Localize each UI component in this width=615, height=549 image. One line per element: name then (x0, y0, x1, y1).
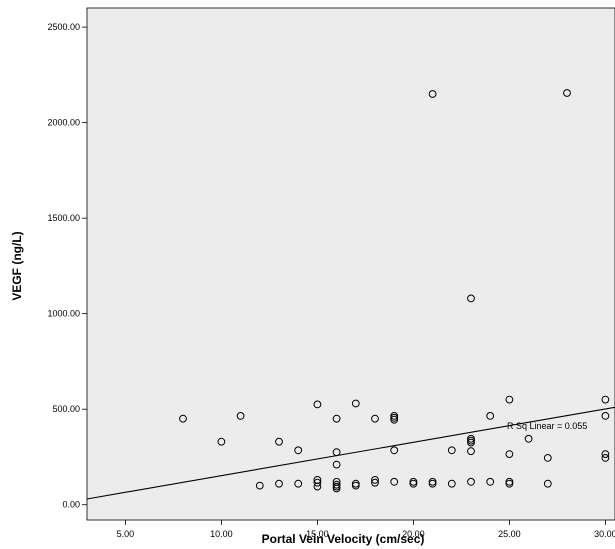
data-point (524, 434, 533, 443)
data-point (255, 481, 264, 490)
y-tick-label: 1500.00 (47, 213, 80, 223)
y-tick-label: 2000.00 (47, 118, 80, 128)
data-point (447, 479, 456, 488)
data-point (601, 450, 610, 459)
fit-line (86, 406, 615, 500)
y-tick-label: 2500.00 (47, 22, 80, 32)
data-point (563, 89, 571, 97)
data-point (601, 412, 610, 420)
x-tick-label: 20.00 (402, 529, 425, 539)
data-point (543, 454, 552, 462)
data-point (294, 479, 303, 488)
data-point (332, 484, 341, 493)
data-point (313, 478, 322, 487)
x-axis-title: Portal Vein Velocity (cm/sec) (262, 532, 425, 546)
data-point (486, 477, 495, 486)
data-point (601, 454, 610, 462)
data-point (332, 414, 341, 423)
y-axis: 0.00 500.00 1000.00 1500.00 2000.00 2500.00 (47, 22, 87, 510)
x-axis: 5.00 10.00 15.00 20.00 25.00 30.00 (117, 520, 615, 539)
y-tick-label: 500.00 (52, 404, 80, 414)
y-tick-label: 1000.00 (47, 309, 80, 319)
data-point (428, 90, 437, 98)
x-tick-label: 5.00 (117, 529, 135, 539)
data-point (467, 294, 475, 303)
data-point (505, 479, 514, 488)
x-tick-label: 25.00 (498, 529, 521, 539)
data-point (332, 460, 341, 469)
data-point (390, 446, 399, 455)
data-point (351, 481, 360, 490)
data-point (601, 395, 610, 404)
x-tick-label: 30.00 (594, 529, 615, 539)
plot-area (86, 7, 615, 521)
data-point (179, 414, 187, 423)
x-tick-label: 15.00 (306, 529, 329, 539)
data-point (313, 400, 322, 409)
data-point (275, 479, 283, 488)
data-point (313, 482, 322, 491)
data-point (275, 437, 283, 446)
data-point (371, 414, 379, 423)
data-point (351, 399, 360, 408)
data-point (236, 412, 245, 420)
data-point (467, 477, 475, 486)
y-axis-title: VEGF (ng/L) (10, 231, 24, 300)
data-point (390, 477, 399, 486)
data-point (390, 415, 399, 424)
data-point (409, 479, 418, 488)
data-point (467, 447, 475, 456)
data-point (505, 395, 514, 404)
r-squared-annotation: R Sq Linear = 0.055 (507, 421, 587, 431)
data-point (217, 437, 226, 446)
x-tick-label: 10.00 (210, 529, 233, 539)
points-layer (179, 89, 610, 493)
data-point (371, 476, 379, 484)
data-point (428, 479, 437, 488)
data-point (505, 450, 514, 459)
data-point (486, 412, 495, 420)
data-point (543, 479, 552, 488)
data-point (467, 438, 475, 447)
data-point (294, 446, 303, 455)
data-point (371, 478, 379, 487)
data-point (447, 446, 456, 455)
y-tick-label: 0.00 (62, 500, 80, 510)
